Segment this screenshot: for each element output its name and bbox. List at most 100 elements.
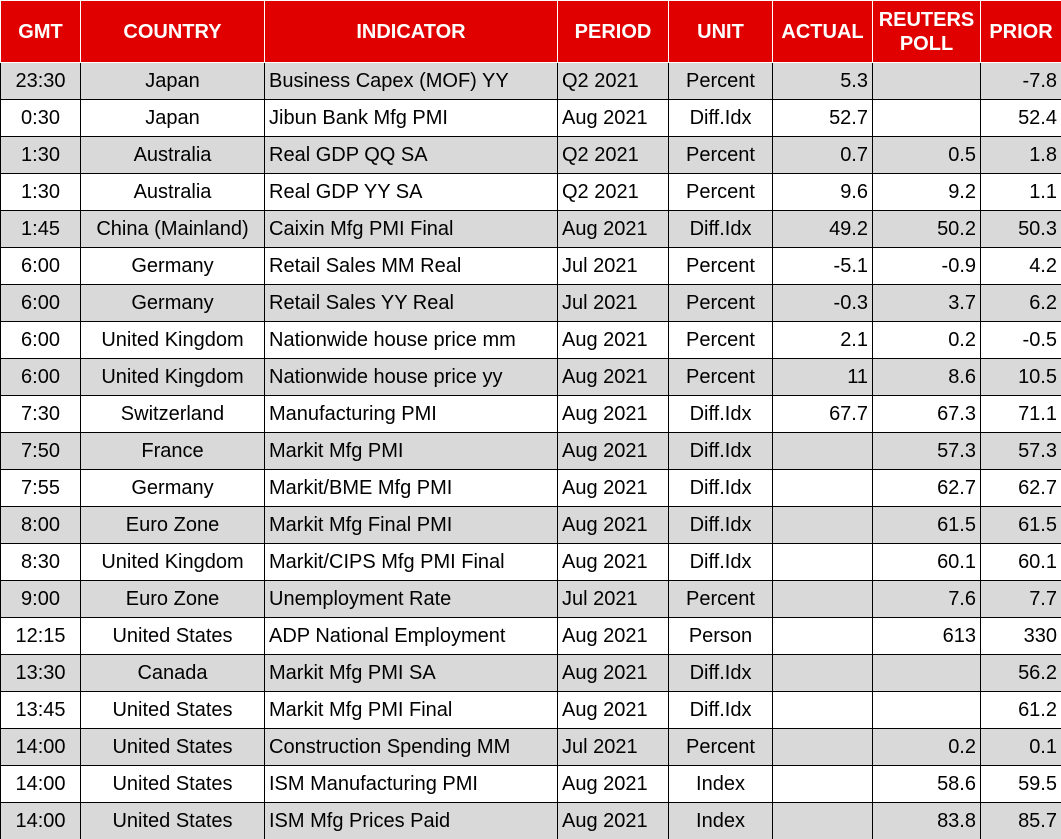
table-cell: Percent [668,284,773,322]
table-cell: Markit Mfg Final PMI [264,506,558,544]
table-cell: Nationwide house price yy [264,358,558,396]
table-row: 9:00 Euro Zone Unemployment Rate Jul 2021 Pe… [0,580,1061,618]
table-row: 0:30 Japan Jibun Bank Mfg PMI Aug 2021 Diff.… [0,99,1061,137]
column-header: GMT [0,0,81,63]
table-cell: 23:30 [0,62,81,100]
table-cell: -0.3 [772,284,873,322]
table-cell [872,62,981,100]
table-cell: Diff.Idx [668,691,773,729]
table-cell: 8:30 [0,543,81,581]
table-cell: Construction Spending MM [264,728,558,766]
table-cell: Aug 2021 [557,358,669,396]
table-cell: Percent [668,358,773,396]
table-cell: 3.7 [872,284,981,322]
column-header: REUTERS POLL [872,0,981,63]
table-cell [772,506,873,544]
table-cell: Index [668,802,773,839]
table-cell [772,580,873,618]
table-cell: 58.6 [872,765,981,803]
column-header: ACTUAL [772,0,873,63]
table-row: 8:30 United Kingdom Markit/CIPS Mfg PMI Fi… [0,543,1061,581]
table-cell: Aug 2021 [557,99,669,137]
table-body: 23:30 Japan Business Capex (MOF) YY Q2 2021… [0,62,1061,839]
table-cell: Diff.Idx [668,395,773,433]
table-cell: 83.8 [872,802,981,839]
table-cell: -5.1 [772,247,873,285]
table-cell [772,654,873,692]
table-row: 6:00 Germany Retail Sales MM Real Jul 2021 P… [0,247,1061,285]
table-cell: Australia [80,136,265,174]
table-cell: United States [80,765,265,803]
table-cell: Q2 2021 [557,136,669,174]
table-cell: Diff.Idx [668,506,773,544]
table-cell: Percent [668,247,773,285]
table-cell: Caixin Mfg PMI Final [264,210,558,248]
table-cell: Person [668,617,773,655]
table-row: 1:45 China (Mainland) Caixin Mfg PMI Final… [0,210,1061,248]
table-cell: Diff.Idx [668,210,773,248]
table-cell: ADP National Employment [264,617,558,655]
table-cell: Aug 2021 [557,543,669,581]
table-cell: 61.5 [980,506,1061,544]
table-cell: 1:30 [0,136,81,174]
table-cell [772,802,873,839]
table-cell: Canada [80,654,265,692]
table-cell: 52.4 [980,99,1061,137]
table-cell [872,691,981,729]
table-cell: 7.7 [980,580,1061,618]
table-cell: Diff.Idx [668,432,773,470]
table-row: 6:00 Germany Retail Sales YY Real Jul 2021 P… [0,284,1061,322]
table-cell: Germany [80,469,265,507]
table-cell: Retail Sales YY Real [264,284,558,322]
table-cell: Euro Zone [80,506,265,544]
table-cell: Aug 2021 [557,765,669,803]
table-cell: 9.2 [872,173,981,211]
table-cell: 0.2 [872,321,981,359]
column-header: UNIT [668,0,773,63]
table-cell: United Kingdom [80,543,265,581]
table-cell: 7:30 [0,395,81,433]
table-cell: 60.1 [872,543,981,581]
table-cell [772,728,873,766]
table-cell: 11 [772,358,873,396]
table-cell: Markit Mfg PMI SA [264,654,558,692]
table-cell: 613 [872,617,981,655]
table-cell: United States [80,728,265,766]
table-cell: Percent [668,321,773,359]
table-cell: Markit/BME Mfg PMI [264,469,558,507]
table-cell: 14:00 [0,802,81,839]
table-cell: Q2 2021 [557,173,669,211]
table-cell: 61.2 [980,691,1061,729]
table-cell: 9:00 [0,580,81,618]
table-cell: 50.3 [980,210,1061,248]
table-cell: United States [80,691,265,729]
table-row: 14:00 United States ISM Manufacturing PMI A… [0,765,1061,803]
table-cell: Percent [668,173,773,211]
column-header: COUNTRY [80,0,265,63]
table-cell: Jul 2021 [557,284,669,322]
table-cell: Markit Mfg PMI Final [264,691,558,729]
table-cell: 1:30 [0,173,81,211]
table-cell: Percent [668,136,773,174]
table-cell: 0.7 [772,136,873,174]
table-row: 14:00 United States ISM Mfg Prices Paid Aug… [0,802,1061,839]
table-cell: Nationwide house price mm [264,321,558,359]
table-row: 6:00 United Kingdom Nationwide house price… [0,321,1061,359]
table-cell: 60.1 [980,543,1061,581]
table-cell: 6:00 [0,247,81,285]
table-row: 1:30 Australia Real GDP YY SA Q2 2021 Percen… [0,173,1061,211]
table-cell: Diff.Idx [668,99,773,137]
table-cell: Japan [80,62,265,100]
table-cell: Diff.Idx [668,543,773,581]
table-cell: Markit/CIPS Mfg PMI Final [264,543,558,581]
table-cell: Jul 2021 [557,728,669,766]
table-cell: 13:30 [0,654,81,692]
table-cell: 6:00 [0,284,81,322]
table-cell: Aug 2021 [557,395,669,433]
table-cell: 1.1 [980,173,1061,211]
table-cell: Unemployment Rate [264,580,558,618]
table-cell: 6:00 [0,358,81,396]
table-cell: 62.7 [980,469,1061,507]
